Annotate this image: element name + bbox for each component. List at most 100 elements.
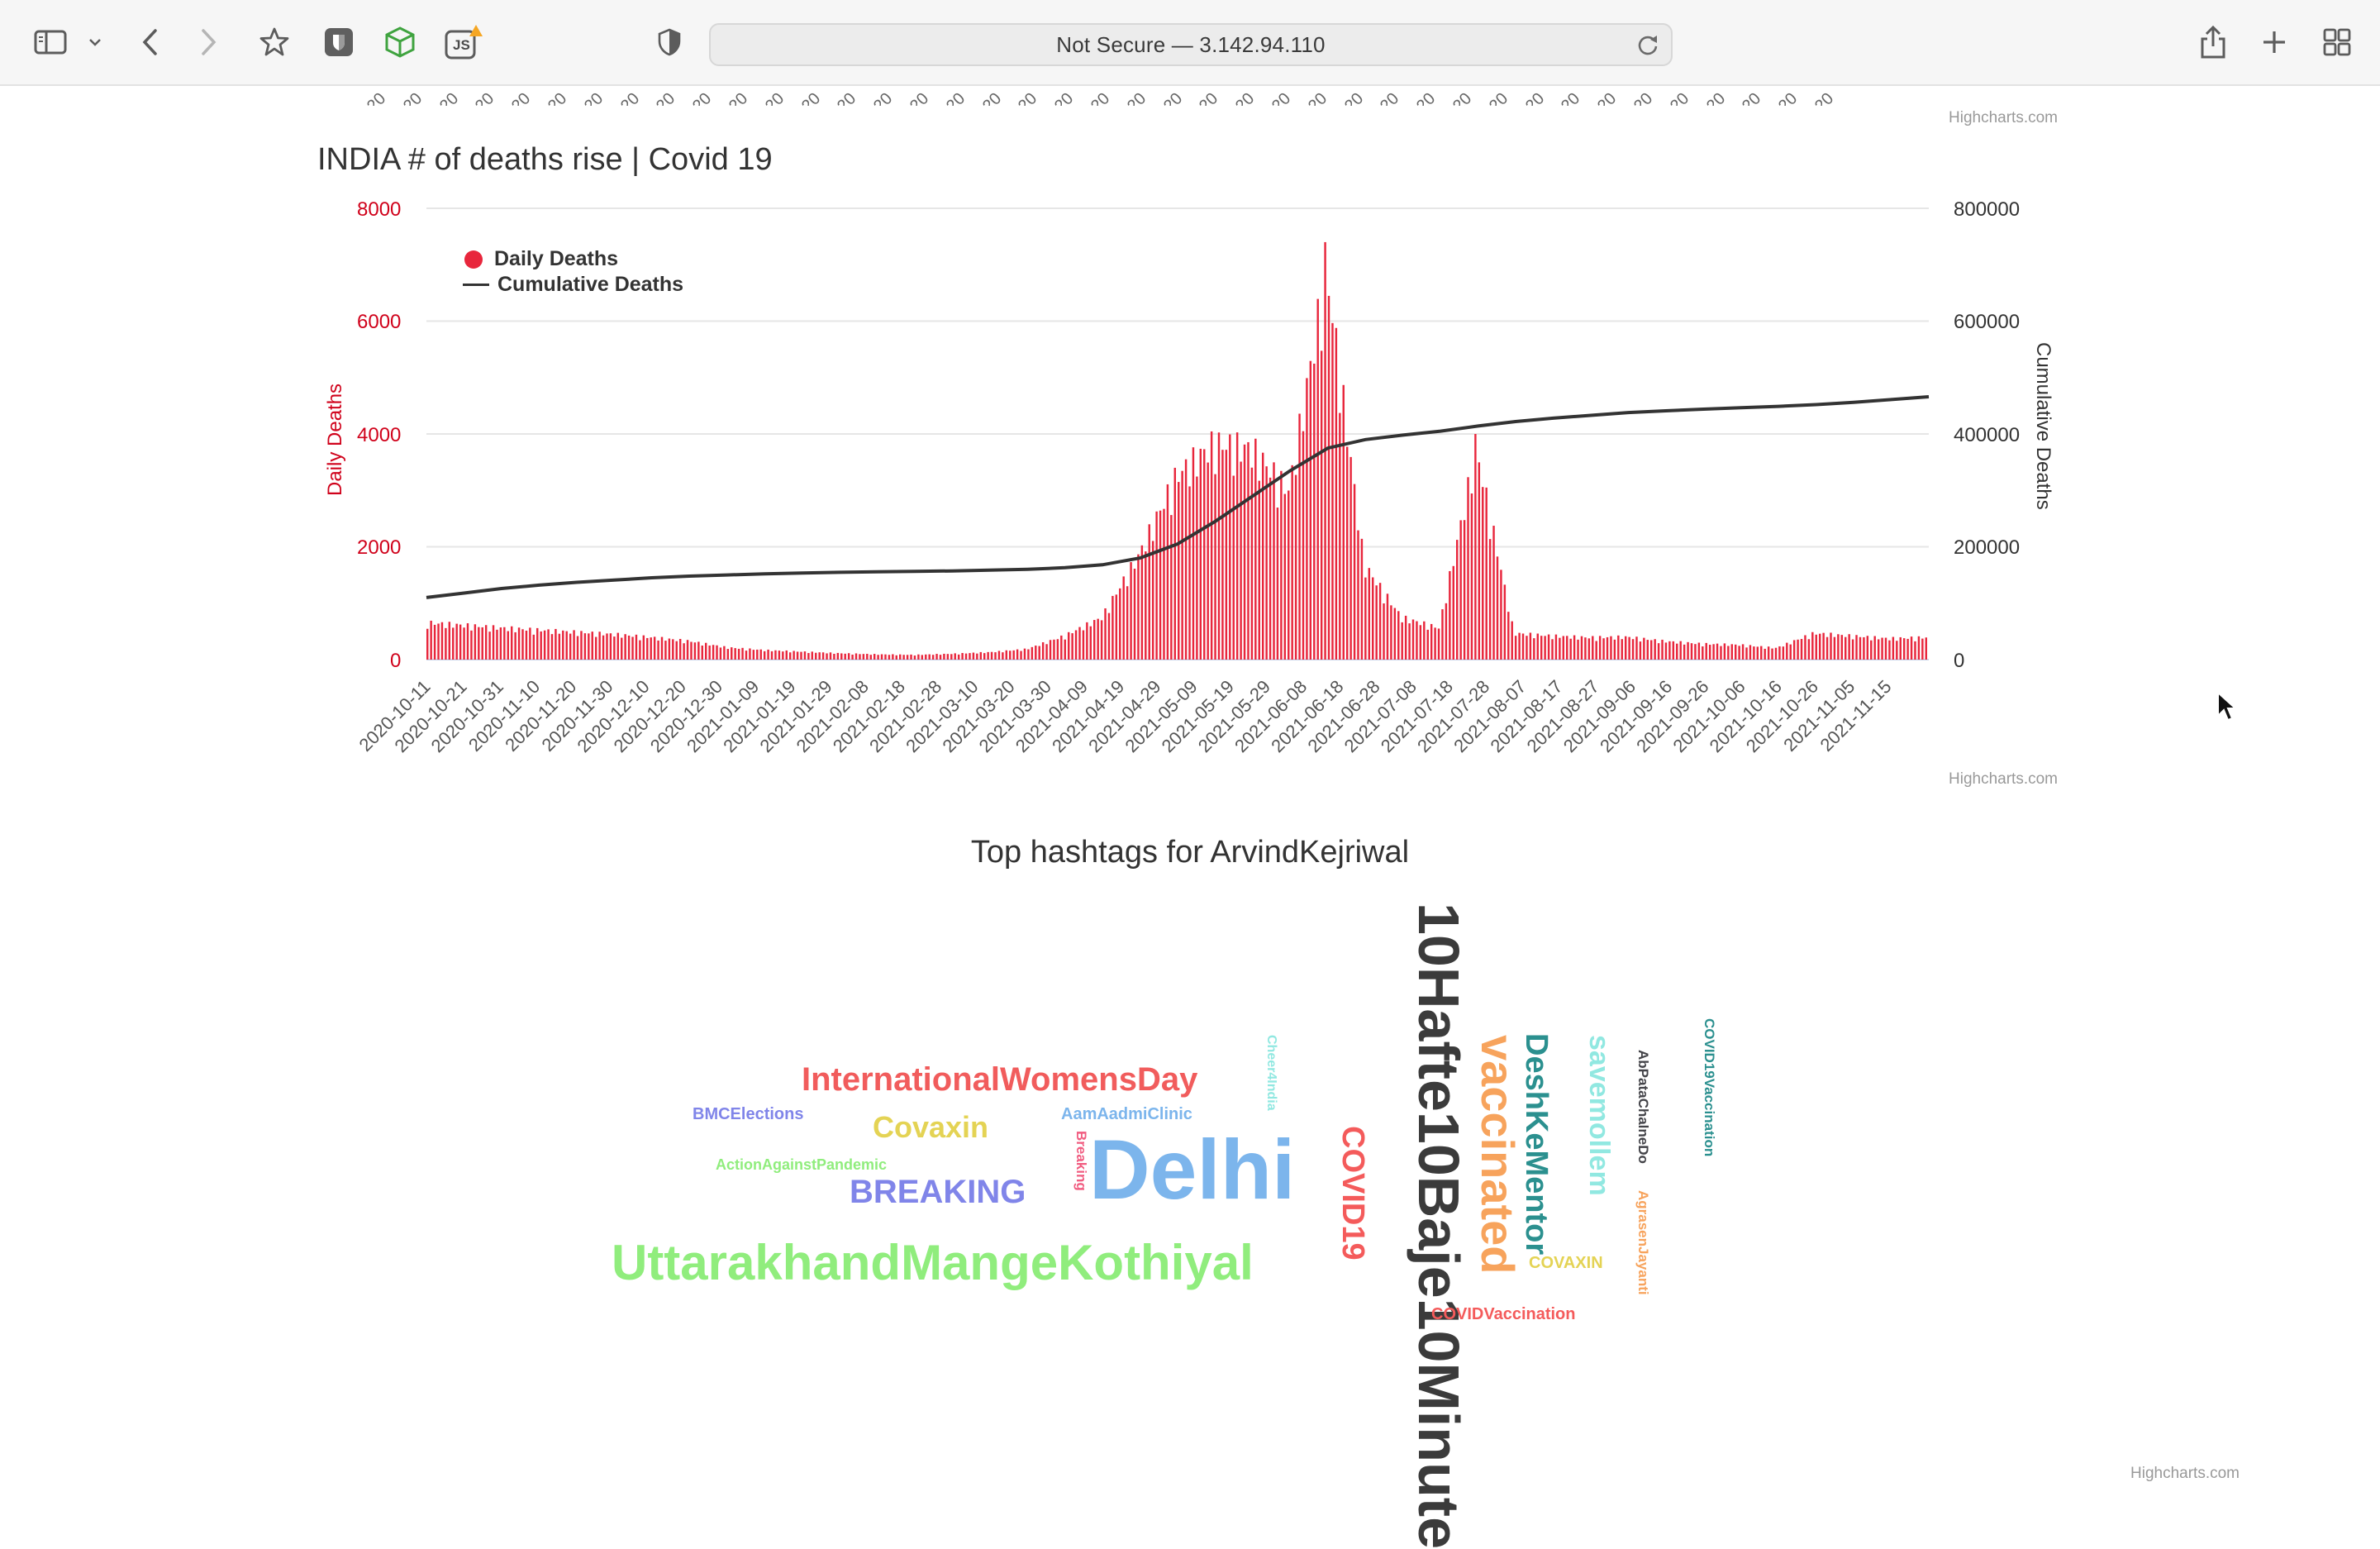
daily-deaths-bar — [1115, 594, 1118, 660]
daily-deaths-bar — [573, 630, 575, 660]
wordcloud-word[interactable]: AamAadmiClinic — [1061, 1105, 1192, 1123]
daily-deaths-bar — [664, 641, 667, 660]
daily-deaths-bar — [565, 631, 568, 660]
daily-deaths-bar — [437, 623, 440, 660]
daily-deaths-bar — [1786, 642, 1788, 660]
extension-shield-icon[interactable] — [321, 23, 357, 61]
daily-deaths-bar — [1643, 637, 1645, 660]
daily-deaths-bar — [1038, 646, 1040, 660]
daily-deaths-bar — [1866, 636, 1869, 660]
daily-deaths-bar — [646, 637, 649, 660]
share-icon[interactable] — [2195, 23, 2231, 61]
daily-deaths-bar — [1331, 322, 1334, 660]
daily-deaths-bar — [1423, 621, 1426, 660]
wordcloud-word[interactable]: AgrasenJayanti — [1635, 1190, 1651, 1295]
daily-deaths-bar — [1741, 644, 1745, 660]
daily-deaths-bar — [1210, 431, 1213, 660]
daily-deaths-bar — [1397, 611, 1400, 660]
daily-deaths-bar — [847, 653, 850, 660]
daily-deaths-bar — [1485, 487, 1488, 660]
daily-deaths-bar — [569, 633, 572, 660]
daily-deaths-bar — [624, 634, 626, 660]
extension-cube-icon[interactable] — [382, 23, 418, 61]
daily-deaths-bar — [503, 627, 506, 660]
wordcloud-word[interactable]: vaccinated — [1472, 1035, 1524, 1275]
sidebar-icon[interactable] — [31, 23, 69, 61]
daily-deaths-bar — [1221, 450, 1224, 660]
daily-deaths-bar — [1306, 378, 1308, 660]
wordcloud-credit[interactable]: Highcharts.com — [2130, 1465, 2240, 1482]
daily-deaths-bar — [1408, 623, 1411, 660]
reload-icon[interactable] — [1636, 32, 1659, 61]
daily-deaths-bar — [1137, 554, 1140, 660]
daily-deaths-bar — [1896, 641, 1898, 660]
daily-deaths-bar — [994, 652, 997, 660]
wordcloud-word[interactable]: savemollem — [1583, 1035, 1615, 1196]
wordcloud-word[interactable]: Delhi — [1089, 1122, 1296, 1217]
wordcloud-word[interactable]: UttarakhandMangeKothiyal — [612, 1235, 1254, 1290]
wordcloud-word[interactable]: DeshKeMentor — [1519, 1033, 1554, 1256]
daily-deaths-bar — [1107, 612, 1111, 660]
daily-deaths-bar — [1074, 630, 1078, 660]
wordcloud-word[interactable]: ActionAgainstPandemic — [716, 1156, 888, 1173]
daily-deaths-bar — [961, 652, 964, 660]
daily-deaths-bar — [1753, 646, 1755, 660]
daily-deaths-bar — [507, 631, 509, 660]
bookmark-star-icon[interactable] — [256, 23, 293, 61]
daily-deaths-bar — [851, 654, 854, 660]
address-bar[interactable]: Not Secure — 3.142.94.110 — [709, 23, 1673, 66]
wordcloud-word[interactable]: COVID19Vaccination — [1702, 1018, 1717, 1157]
daily-deaths-bar — [1401, 622, 1403, 660]
extension-js-icon[interactable]: JS — [443, 23, 484, 61]
daily-deaths-bar — [1863, 636, 1865, 660]
wordcloud-word[interactable]: AbPataChalneDo — [1635, 1050, 1651, 1164]
wordcloud-word[interactable]: 10Hafte10Baje10Minute — [1407, 903, 1471, 1549]
daily-deaths-bar — [440, 622, 444, 660]
privacy-shield-icon[interactable] — [653, 23, 686, 61]
daily-deaths-bar — [616, 632, 620, 660]
daily-deaths-bar — [1335, 327, 1338, 660]
tab-overview-icon[interactable] — [2319, 23, 2355, 61]
legend-item-daily-deaths[interactable]: Daily Deaths — [463, 246, 683, 272]
daily-deaths-bar — [1269, 477, 1272, 660]
daily-deaths-bar — [1679, 641, 1682, 660]
previous-chart-credit[interactable]: Highcharts.com — [1949, 109, 2058, 126]
right-tick-400000: 400000 — [1954, 424, 2021, 446]
daily-deaths-bar — [836, 652, 840, 660]
daily-deaths-bar — [1800, 639, 1803, 660]
daily-deaths-bar — [1654, 639, 1656, 660]
daily-deaths-bar — [1111, 595, 1114, 660]
daily-deaths-bar — [1291, 465, 1293, 660]
daily-deaths-bar — [594, 636, 597, 660]
daily-deaths-bar — [1214, 474, 1216, 660]
daily-deaths-bar — [1892, 636, 1895, 660]
chevron-down-icon[interactable] — [84, 23, 106, 61]
daily-deaths-bar — [943, 653, 945, 660]
daily-deaths-bar — [1225, 450, 1228, 660]
daily-deaths-bar — [877, 655, 879, 660]
forward-icon[interactable] — [192, 23, 225, 61]
daily-deaths-bar — [657, 640, 659, 660]
wordcloud-word[interactable]: Covaxin — [873, 1110, 989, 1144]
new-tab-icon[interactable] — [2256, 23, 2292, 61]
daily-deaths-bar — [1631, 639, 1635, 660]
back-icon[interactable] — [134, 23, 167, 61]
wordcloud-word[interactable]: Cheer4India — [1264, 1035, 1278, 1111]
wordcloud-word[interactable]: COVAXIN — [1529, 1254, 1603, 1272]
wordcloud-word[interactable]: COVID19 — [1335, 1126, 1370, 1261]
daily-deaths-bar — [767, 649, 769, 660]
deaths-chart-credit[interactable]: Highcharts.com — [1949, 770, 2058, 788]
wordcloud-word[interactable]: BREAKING — [850, 1174, 1026, 1210]
daily-deaths-bar — [818, 652, 821, 660]
wordcloud-word[interactable]: COVIDVaccination — [1431, 1305, 1576, 1323]
daily-deaths-bar — [540, 631, 542, 660]
daily-deaths-bar — [591, 632, 593, 660]
daily-deaths-bar — [1514, 636, 1517, 660]
wordcloud-word[interactable]: Breaking — [1073, 1131, 1089, 1191]
legend-item-cumulative-deaths[interactable]: Cumulative Deaths — [463, 272, 683, 298]
daily-deaths-bar — [588, 633, 590, 660]
wordcloud-word[interactable]: InternationalWomensDay — [802, 1061, 1198, 1098]
daily-deaths-bar — [1360, 538, 1364, 660]
wordcloud-word[interactable]: BMCElections — [693, 1105, 804, 1123]
daily-deaths-bar — [957, 654, 960, 660]
